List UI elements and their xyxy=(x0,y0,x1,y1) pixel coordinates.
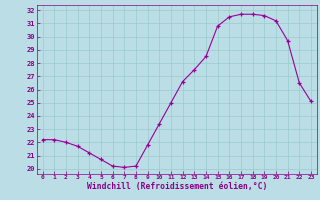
X-axis label: Windchill (Refroidissement éolien,°C): Windchill (Refroidissement éolien,°C) xyxy=(87,182,267,191)
